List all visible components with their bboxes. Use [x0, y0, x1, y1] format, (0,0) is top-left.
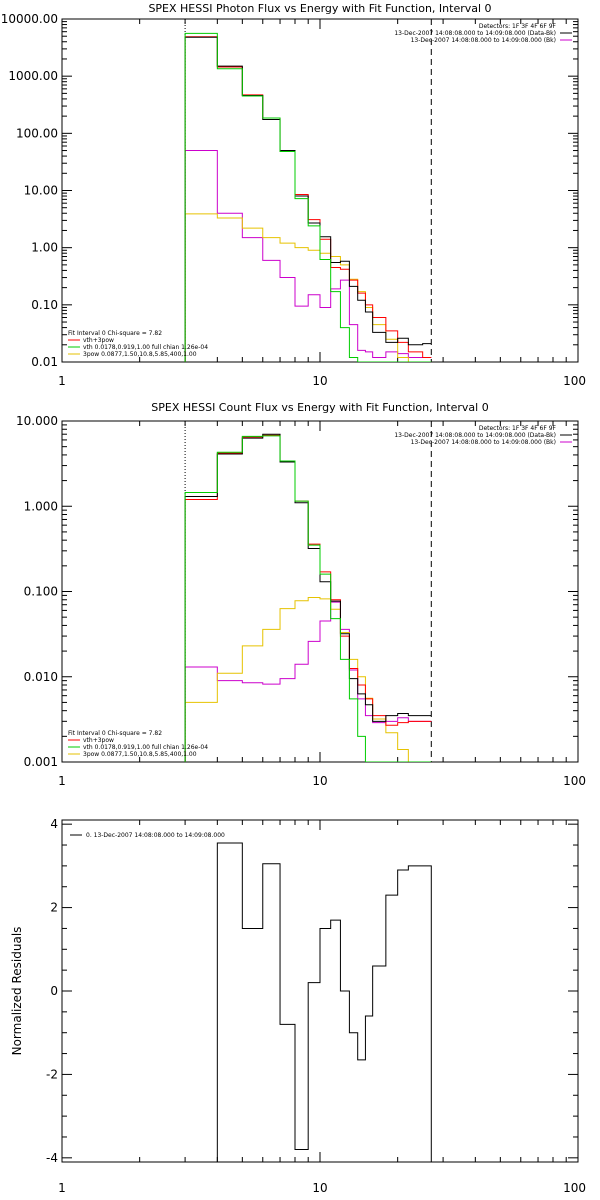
y-tick-label: 10.000 [16, 414, 58, 428]
y-tick-label: 0.001 [24, 755, 58, 769]
legend-entry: Fit Interval 0 Chi-square = 7.82 [68, 330, 162, 337]
x-tick-label: 100 [563, 374, 586, 388]
x-tick-label: 100 [563, 774, 586, 788]
x-tick-label: 10 [312, 374, 327, 388]
legend: 0. 13-Dec-2007 14:08:08.000 to 14:09:08.… [70, 832, 225, 839]
y-tick-label: 10000.00 [1, 12, 58, 26]
series-line-1 [184, 597, 432, 762]
y-axis-ticks [62, 823, 578, 1159]
legend-entry: 3pow 0.0877,1.50,10.8,5.85,400,1.00 [83, 351, 197, 358]
series-line-0 [184, 150, 432, 362]
legend-entry: 13-Dec-2007 14:08:08.000 to 14:09:08.000… [411, 439, 556, 446]
y-tick-label: 1.000 [24, 499, 58, 513]
y-tick-label: 0.01 [31, 355, 58, 369]
y-tick-label: 100.00 [16, 126, 58, 140]
y-tick-label: 10.00 [24, 184, 58, 198]
legend-entry: Fit Interval 0 Chi-square = 7.82 [68, 730, 162, 737]
y-tick-label: 1.00 [31, 241, 58, 255]
series-group [216, 842, 432, 1162]
count-flux-chart: SPEX HESSI Count Flux vs Energy with Fit… [16, 401, 586, 788]
y-axis-ticks [62, 18, 578, 363]
legend-entry: Detectors: 1F 3F 4F 6F 9F [479, 23, 557, 30]
legend-entry: 13-Dec-2007 14:08:08.000 to 14:09:08.000… [411, 37, 556, 44]
x-tick-label: 10 [312, 1181, 327, 1195]
series-line-2 [184, 36, 432, 362]
residuals-chart: 1 10 100 -4 -2 0 2 4 Normalized Residuals 0. 13-D… [10, 817, 586, 1195]
x-axis-ticks [61, 19, 579, 362]
series-line-3 [184, 36, 432, 362]
x-tick-label: 1 [58, 1181, 66, 1195]
series-line-2 [184, 434, 432, 762]
series-line-4 [184, 32, 432, 362]
y-tick-label: 1000.00 [8, 69, 58, 83]
plot-frame [61, 819, 579, 1163]
chart-title: SPEX HESSI Count Flux vs Energy with Fit… [151, 401, 488, 414]
legend-entry: vth 0.0178,0.919,1.00 full chian 1.26e-0… [83, 344, 208, 351]
x-tick-label: 1 [58, 774, 66, 788]
legend-entry: 13-Dec-2007 14:08:08.000 to 14:09:08.000… [394, 30, 556, 37]
series-line-1 [184, 213, 432, 362]
y-tick-label: 2 [50, 901, 58, 915]
series-line-3 [184, 433, 432, 762]
y-axis-ticks [62, 420, 578, 763]
x-tick-label: 100 [563, 1181, 586, 1195]
plot-frame [61, 420, 579, 763]
chart-title: SPEX HESSI Photon Flux vs Energy with Fi… [148, 2, 491, 15]
y-tick-label: 0.100 [24, 585, 58, 599]
y-tick-label: 0.010 [24, 670, 58, 684]
y-tick-label: 0.10 [31, 298, 58, 312]
series-group [184, 32, 432, 362]
y-tick-label: 0 [50, 984, 58, 998]
series-line-0 [184, 601, 432, 762]
x-tick-label: 1 [58, 374, 66, 388]
series-group [184, 433, 432, 762]
legend-entry: vth+3pow [83, 737, 114, 744]
plot-frame [61, 18, 579, 363]
x-tick-label: 10 [312, 774, 327, 788]
legend-entry: 3pow 0.0877,1.50,10.8,5.85,400,1.00 [83, 751, 197, 758]
y-tick-label: -2 [46, 1067, 58, 1081]
y-tick-label: 4 [50, 817, 58, 831]
legend-entry: 13-Dec-2007 14:08:08.000 to 14:09:08.000… [394, 432, 556, 439]
legend-entry: vth+3pow [83, 337, 114, 344]
legend-entry: vth 0.0178,0.919,1.00 full chian 1.26e-0… [83, 744, 208, 751]
series-line-0 [216, 842, 432, 1162]
photon-flux-chart: SPEX HESSI Photon Flux vs Energy with Fi… [1, 2, 586, 388]
series-line-4 [184, 435, 432, 762]
x-axis-ticks [61, 820, 579, 1162]
legend-entry: 0. 13-Dec-2007 14:08:08.000 to 14:09:08.… [86, 832, 225, 839]
x-axis-ticks [61, 421, 579, 762]
y-tick-label: -4 [46, 1151, 58, 1165]
y-axis-label: Normalized Residuals [10, 927, 24, 1056]
legend-entry: Detectors: 1F 3F 4F 6F 9F [479, 425, 557, 432]
